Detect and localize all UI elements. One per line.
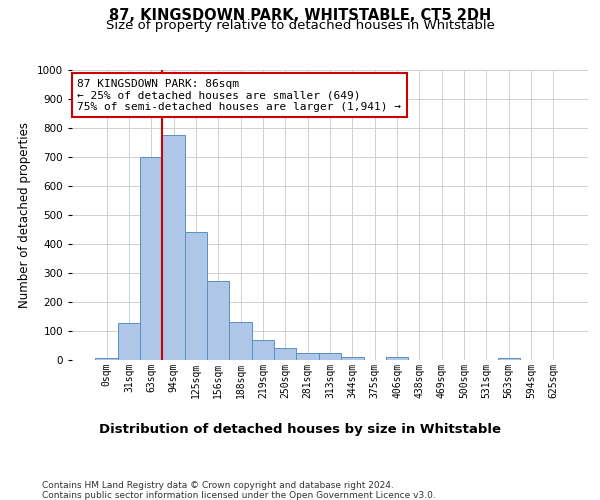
Bar	[497, 358, 520, 360]
Bar	[140, 157, 163, 360]
Text: Contains HM Land Registry data © Crown copyright and database right 2024.
Contai: Contains HM Land Registry data © Crown c…	[42, 480, 436, 500]
Bar	[95, 358, 118, 360]
Text: 87, KINGSDOWN PARK, WHITSTABLE, CT5 2DH: 87, KINGSDOWN PARK, WHITSTABLE, CT5 2DH	[109, 8, 491, 22]
Bar	[319, 354, 341, 360]
Bar	[252, 340, 274, 360]
Bar	[274, 348, 296, 360]
Y-axis label: Number of detached properties: Number of detached properties	[18, 122, 31, 308]
Text: Distribution of detached houses by size in Whitstable: Distribution of detached houses by size …	[99, 422, 501, 436]
Bar	[118, 323, 140, 360]
Bar	[185, 232, 207, 360]
Bar	[386, 356, 408, 360]
Bar	[341, 356, 364, 360]
Bar	[229, 322, 252, 360]
Text: 87 KINGSDOWN PARK: 86sqm
← 25% of detached houses are smaller (649)
75% of semi-: 87 KINGSDOWN PARK: 86sqm ← 25% of detach…	[77, 78, 401, 112]
Bar	[207, 281, 229, 360]
Bar	[163, 135, 185, 360]
Text: Size of property relative to detached houses in Whitstable: Size of property relative to detached ho…	[106, 19, 494, 32]
Bar	[296, 354, 319, 360]
